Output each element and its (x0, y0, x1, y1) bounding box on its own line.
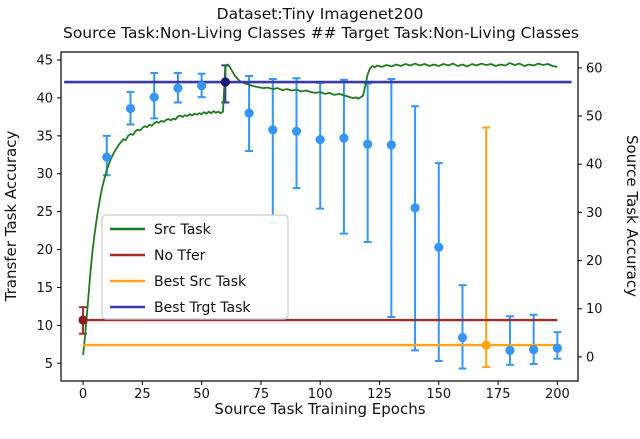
y-right-tick-label: 60 (586, 61, 603, 76)
y-right-tick-label: 40 (586, 158, 603, 173)
plot-area: 0 25 50 75 100 125 150 175 200 5 10 15 20 25 30 35 40 45 0… (36, 51, 603, 402)
y-left-tick-label: 35 (36, 129, 53, 144)
y-axis-label-right: Source Task Accuracy (623, 135, 640, 297)
error-bar (363, 82, 372, 243)
x-tick-label: 100 (308, 387, 333, 402)
error-bar-dot (125, 103, 136, 114)
y-right-tick-label: 10 (586, 302, 603, 317)
error-bar (339, 78, 348, 235)
y-left-tick-label: 30 (36, 167, 53, 182)
x-tick-label: 125 (367, 387, 392, 402)
y-left-tick-label: 10 (36, 319, 53, 334)
legend: Src Task No Tfer Best Src Task Best Trgt Ta… (101, 214, 289, 320)
y-right-tick-label: 0 (586, 350, 594, 365)
error-bar-dot (481, 340, 491, 350)
error-bar-dot (78, 315, 88, 325)
error-bar (434, 162, 443, 362)
y-left-tick-label: 45 (36, 54, 53, 69)
error-bar-dot (529, 345, 539, 355)
error-bar (529, 313, 538, 366)
x-tick-label: 25 (134, 387, 151, 402)
y-right-tick-label: 30 (586, 206, 603, 221)
y-right-tick-label: 50 (586, 110, 603, 125)
error-bar (316, 81, 325, 210)
y-left-tick-label: 40 (36, 91, 53, 106)
y-right-tick-label: 20 (586, 254, 603, 269)
error-bar-dot (197, 81, 207, 91)
legend-item: No Tfer (110, 248, 206, 264)
error-bar-dot (552, 343, 562, 353)
error-bar-dot (410, 203, 420, 213)
plot-box (60, 51, 579, 382)
y-left-tick-label: 15 (36, 281, 53, 296)
y-left-tick-label: 20 (36, 243, 53, 258)
error-bar (458, 284, 467, 370)
error-bar-dot (339, 133, 349, 143)
error-bar-dot (244, 108, 254, 118)
error-bar-dot (386, 140, 396, 150)
error-bar (387, 77, 396, 319)
legend-box (101, 214, 289, 320)
error-bar-dot (457, 332, 468, 343)
legend-item-label: Src Task (154, 222, 212, 238)
error-bar-dot (268, 125, 278, 135)
error-bar-dot (173, 83, 183, 93)
src-task-line (82, 62, 558, 356)
x-tick-label: 0 (79, 387, 87, 402)
y-left-tick-label: 25 (36, 205, 53, 220)
error-bar-dot (291, 126, 302, 136)
error-bar-dot (102, 152, 112, 162)
error-bar-dot (363, 139, 373, 149)
x-tick-label: 50 (193, 387, 210, 402)
legend-item-label: Best Trgt Task (154, 300, 251, 316)
chart-title-line1: Dataset:Tiny Imagenet200 (217, 5, 424, 23)
x-tick-label: 200 (545, 387, 570, 402)
legend-item: Src Task (110, 222, 212, 238)
error-bar-dot (315, 135, 325, 145)
error-bar (505, 315, 514, 366)
error-bar (268, 77, 277, 225)
legend-item: Best Src Task (110, 274, 247, 290)
chart-title-line2: Source Task:Non-Living Classes ## Target… (63, 24, 579, 42)
legend-item: Best Trgt Task (110, 300, 251, 316)
error-bar-dot (220, 77, 230, 87)
error-bar-dot (149, 92, 159, 102)
x-tick-label: 75 (253, 387, 270, 402)
x-tick-label: 150 (426, 387, 451, 402)
legend-item-label: No Tfer (154, 248, 206, 264)
y-axis-label-left: Transfer Task Accuracy (2, 131, 20, 303)
error-bar (411, 105, 420, 352)
error-bar-dot (434, 242, 444, 252)
error-bar (482, 126, 491, 369)
x-axis-label: Source Task Training Epochs (214, 400, 425, 418)
error-bar-dot (505, 345, 515, 355)
x-tick-label: 175 (486, 387, 511, 402)
y-left-tick-label: 5 (45, 357, 53, 372)
legend-item-label: Best Src Task (154, 274, 247, 290)
